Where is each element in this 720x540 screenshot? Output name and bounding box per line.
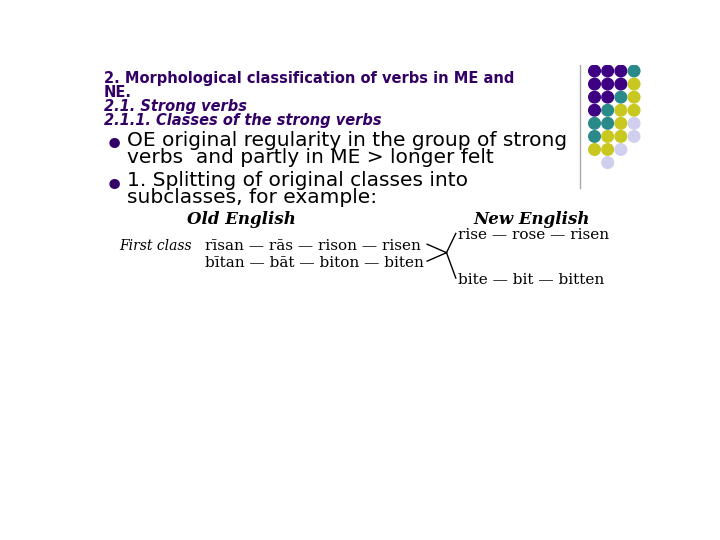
Circle shape <box>589 104 600 116</box>
Text: rīsan — rās — rison — risen: rīsan — rās — rison — risen <box>204 239 420 253</box>
Circle shape <box>615 78 626 90</box>
Text: Old English: Old English <box>186 211 296 228</box>
Text: NE.: NE. <box>104 85 132 100</box>
Circle shape <box>615 104 626 116</box>
Circle shape <box>629 104 640 116</box>
Circle shape <box>589 91 600 103</box>
Text: bītan — bāt — biton — biten: bītan — bāt — biton — biten <box>204 256 423 270</box>
Circle shape <box>602 104 613 116</box>
Circle shape <box>602 131 613 142</box>
Circle shape <box>589 65 600 77</box>
Text: 2.1.1. Classes of the strong verbs: 2.1.1. Classes of the strong verbs <box>104 112 382 127</box>
Circle shape <box>629 78 640 90</box>
Text: New English: New English <box>474 211 590 228</box>
Text: subclasses, for example:: subclasses, for example: <box>127 188 377 207</box>
Text: rise — rose — risen: rise — rose — risen <box>458 228 609 242</box>
Circle shape <box>615 65 626 77</box>
Text: OE original regularity in the group of strong: OE original regularity in the group of s… <box>127 131 567 150</box>
Circle shape <box>589 118 600 129</box>
Text: bite — bit — bitten: bite — bit — bitten <box>458 273 604 287</box>
Circle shape <box>629 65 640 77</box>
Circle shape <box>615 91 626 103</box>
Circle shape <box>602 118 613 129</box>
Circle shape <box>602 65 613 77</box>
Text: 1. Splitting of original classes into: 1. Splitting of original classes into <box>127 171 468 190</box>
Text: •: • <box>104 130 125 164</box>
Circle shape <box>629 118 640 129</box>
Circle shape <box>615 144 626 156</box>
Circle shape <box>589 78 600 90</box>
Circle shape <box>629 131 640 142</box>
Text: •: • <box>104 170 125 204</box>
Circle shape <box>602 91 613 103</box>
Circle shape <box>615 118 626 129</box>
Text: verbs  and partly in ME > longer felt: verbs and partly in ME > longer felt <box>127 148 494 167</box>
Circle shape <box>602 78 613 90</box>
Text: 2. Morphological classification of verbs in ME and: 2. Morphological classification of verbs… <box>104 71 514 86</box>
Text: 2.1. Strong verbs: 2.1. Strong verbs <box>104 99 247 114</box>
Circle shape <box>629 91 640 103</box>
Circle shape <box>615 131 626 142</box>
Circle shape <box>602 157 613 168</box>
Circle shape <box>589 144 600 156</box>
Text: First class: First class <box>120 239 192 253</box>
Circle shape <box>589 131 600 142</box>
Circle shape <box>602 144 613 156</box>
